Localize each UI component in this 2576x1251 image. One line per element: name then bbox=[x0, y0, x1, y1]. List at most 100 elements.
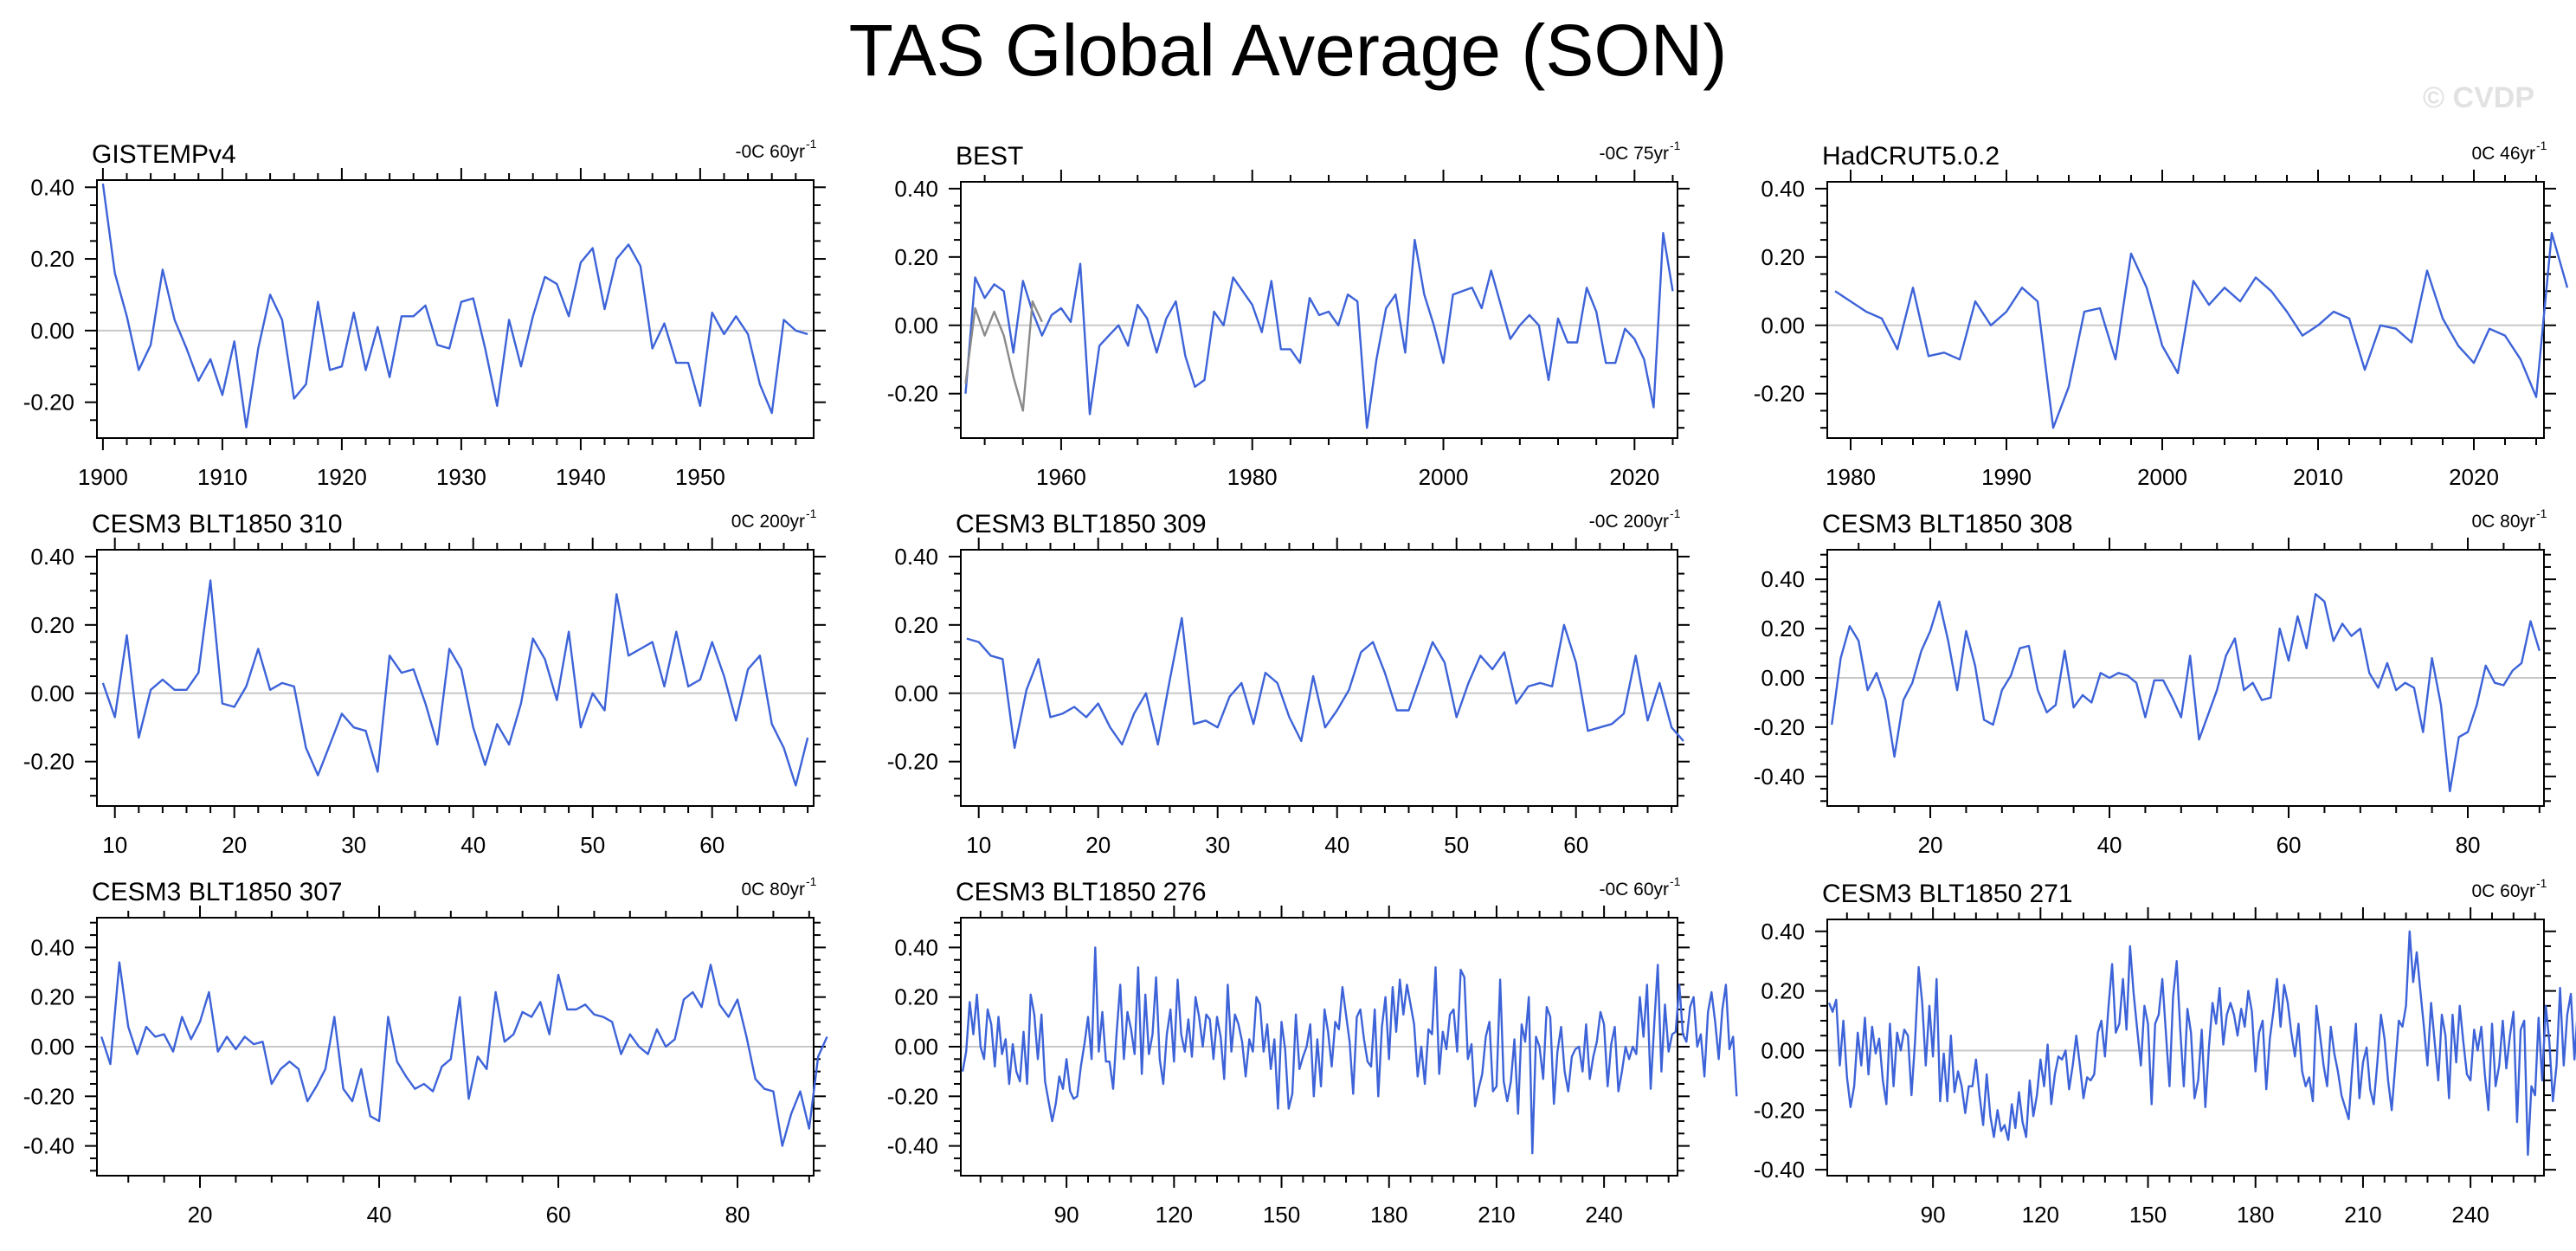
y-tick-label: 0.00 bbox=[30, 680, 74, 706]
cvdp-watermark: © CVDP bbox=[2423, 81, 2534, 114]
x-tick-label: 50 bbox=[580, 832, 605, 858]
y-tick-label: 0.00 bbox=[894, 1034, 938, 1060]
trend-exponent: -1 bbox=[1670, 874, 1681, 888]
x-tick-label: 1980 bbox=[1826, 464, 1876, 490]
y-tick-label: -0.40 bbox=[1754, 764, 1805, 790]
series-line bbox=[101, 579, 809, 787]
plot-frame bbox=[960, 181, 1678, 439]
x-tick-label: 2010 bbox=[2293, 464, 2343, 490]
trend-label: -0C 60yr bbox=[735, 142, 805, 162]
y-tick-label: -0.20 bbox=[23, 1083, 74, 1109]
x-tick-label: 90 bbox=[1921, 1202, 1946, 1228]
x-tick-label: 2020 bbox=[2449, 464, 2499, 490]
y-tick-label: 0.00 bbox=[894, 680, 938, 706]
y-tick-label: 0.00 bbox=[894, 313, 938, 339]
y-tick-label: 0.40 bbox=[1761, 566, 1805, 592]
x-tick-label: 60 bbox=[546, 1202, 571, 1228]
trend-exponent: -1 bbox=[806, 506, 817, 520]
figure-title: TAS Global Average (SON) bbox=[848, 10, 1728, 91]
chart-panel-9: 0.40 0.20 0.00 -0.20 -0.40 90 120 150 180 210 240 C… bbox=[1754, 876, 2576, 1228]
trend-label: 0C 46yr bbox=[2471, 144, 2535, 164]
x-tick-label: 180 bbox=[2237, 1202, 2274, 1228]
x-tick-label: 40 bbox=[2097, 832, 2122, 858]
x-tick-label: 20 bbox=[1085, 832, 1111, 858]
y-tick-label: 0.40 bbox=[894, 544, 938, 570]
x-tick-label: 90 bbox=[1054, 1202, 1079, 1228]
x-tick-label: 60 bbox=[2277, 832, 2302, 858]
series-line bbox=[961, 946, 1738, 1155]
trend-label: 0C 80yr bbox=[741, 880, 805, 900]
y-tick-label: -0.20 bbox=[887, 381, 938, 407]
chart-panel-3: 0.40 0.20 0.00 -0.20 1980 1990 2000 2010 2020 Had… bbox=[1754, 139, 2569, 490]
x-tick-label: 40 bbox=[1324, 832, 1349, 858]
x-tick-label: 1960 bbox=[1036, 464, 1086, 490]
x-tick-label: 1900 bbox=[78, 464, 128, 490]
trend-exponent: -1 bbox=[2536, 876, 2547, 890]
plot-frame bbox=[1826, 181, 2545, 439]
panel-title: CESM3 BLT1850 308 bbox=[1822, 510, 2073, 538]
trend-label: 0C 200yr bbox=[731, 512, 805, 532]
x-tick-label: 240 bbox=[1585, 1202, 1622, 1228]
chart-panel-8: 0.40 0.20 0.00 -0.20 -0.40 90 120 150 180 210 240 C… bbox=[887, 874, 1738, 1228]
trend-label: -0C 200yr bbox=[1589, 512, 1669, 532]
x-tick-label: 30 bbox=[341, 832, 366, 858]
chart-panel-2: 0.40 0.20 0.00 -0.20 1960 1980 2000 2020 BEST -0C… bbox=[887, 139, 1690, 490]
y-tick-label: 0.20 bbox=[894, 244, 938, 270]
y-tick-label: 0.00 bbox=[1761, 665, 1805, 691]
y-tick-label: 0.20 bbox=[1761, 616, 1805, 642]
x-tick-label: 20 bbox=[1918, 832, 1943, 858]
x-tick-label: 80 bbox=[2456, 832, 2481, 858]
x-tick-label: 120 bbox=[1156, 1202, 1193, 1228]
x-tick-label: 2000 bbox=[1419, 464, 1469, 490]
panel-title: BEST bbox=[956, 142, 1023, 171]
series-line bbox=[966, 616, 1684, 750]
x-tick-label: 1930 bbox=[436, 464, 486, 490]
x-tick-label: 1940 bbox=[556, 464, 606, 490]
y-tick-label: -0.20 bbox=[1754, 714, 1805, 740]
y-tick-label: 0.20 bbox=[30, 984, 74, 1010]
x-tick-label: 210 bbox=[1478, 1202, 1515, 1228]
series-line bbox=[964, 232, 1674, 429]
trend-exponent: -1 bbox=[806, 137, 817, 151]
panel-title: GISTEMPv4 bbox=[92, 140, 236, 169]
y-tick-label: -0.20 bbox=[1754, 381, 1805, 407]
x-tick-label: 1920 bbox=[317, 464, 367, 490]
trend-exponent: -1 bbox=[1670, 506, 1681, 520]
trend-exponent: -1 bbox=[1670, 139, 1681, 152]
x-tick-label: 10 bbox=[102, 832, 127, 858]
y-tick-label: -0.20 bbox=[1754, 1097, 1805, 1123]
x-tick-label: 150 bbox=[2129, 1202, 2167, 1228]
x-tick-label: 180 bbox=[1370, 1202, 1407, 1228]
y-tick-label: -0.40 bbox=[23, 1133, 74, 1159]
x-tick-label: 1990 bbox=[1981, 464, 2032, 490]
y-tick-label: 0.20 bbox=[30, 246, 74, 272]
panel-title: CESM3 BLT1850 276 bbox=[956, 878, 1207, 906]
y-tick-label: 0.40 bbox=[894, 176, 938, 202]
x-tick-label: 60 bbox=[1563, 832, 1588, 858]
y-tick-label: -0.20 bbox=[887, 1083, 938, 1109]
y-tick-label: 0.40 bbox=[30, 174, 74, 200]
trend-label: 0C 60yr bbox=[2471, 881, 2535, 901]
chart-panel-1: 0.40 0.20 0.00 -0.20 1900 1910 1920 1930 1940 195… bbox=[23, 137, 826, 490]
panel-title: CESM3 BLT1850 310 bbox=[92, 510, 343, 538]
x-tick-label: 10 bbox=[966, 832, 991, 858]
trend-exponent: -1 bbox=[2536, 506, 2547, 520]
y-tick-label: 0.20 bbox=[1761, 244, 1805, 270]
chart-panel-4: 0.40 0.20 0.00 -0.20 10 20 30 40 50 60 CESM3 BLT18… bbox=[23, 506, 826, 858]
x-tick-label: 20 bbox=[222, 832, 247, 858]
y-tick-label: 0.40 bbox=[1761, 176, 1805, 202]
y-tick-label: 0.20 bbox=[894, 984, 938, 1010]
chart-panel-6: 0.40 0.20 0.00 -0.20 -0.40 20 40 60 80 CESM3 BLT1… bbox=[1754, 506, 2556, 858]
series-line bbox=[101, 183, 808, 429]
chart-panel-7: 0.40 0.20 0.00 -0.20 -0.40 20 40 60 80 CESM3 BLT1… bbox=[23, 874, 828, 1228]
y-tick-label: 0.40 bbox=[30, 934, 74, 960]
chart-panel-5: 0.40 0.20 0.00 -0.20 10 20 30 40 50 60 CESM3 BLT18… bbox=[887, 506, 1690, 858]
series-line bbox=[1827, 930, 2576, 1157]
y-tick-label: 0.20 bbox=[30, 612, 74, 638]
series-line bbox=[1834, 232, 2569, 429]
y-tick-label: -0.40 bbox=[1754, 1157, 1805, 1183]
x-tick-label: 240 bbox=[2451, 1202, 2489, 1228]
x-tick-label: 120 bbox=[2022, 1202, 2059, 1228]
panel-title: CESM3 BLT1850 307 bbox=[92, 878, 343, 906]
